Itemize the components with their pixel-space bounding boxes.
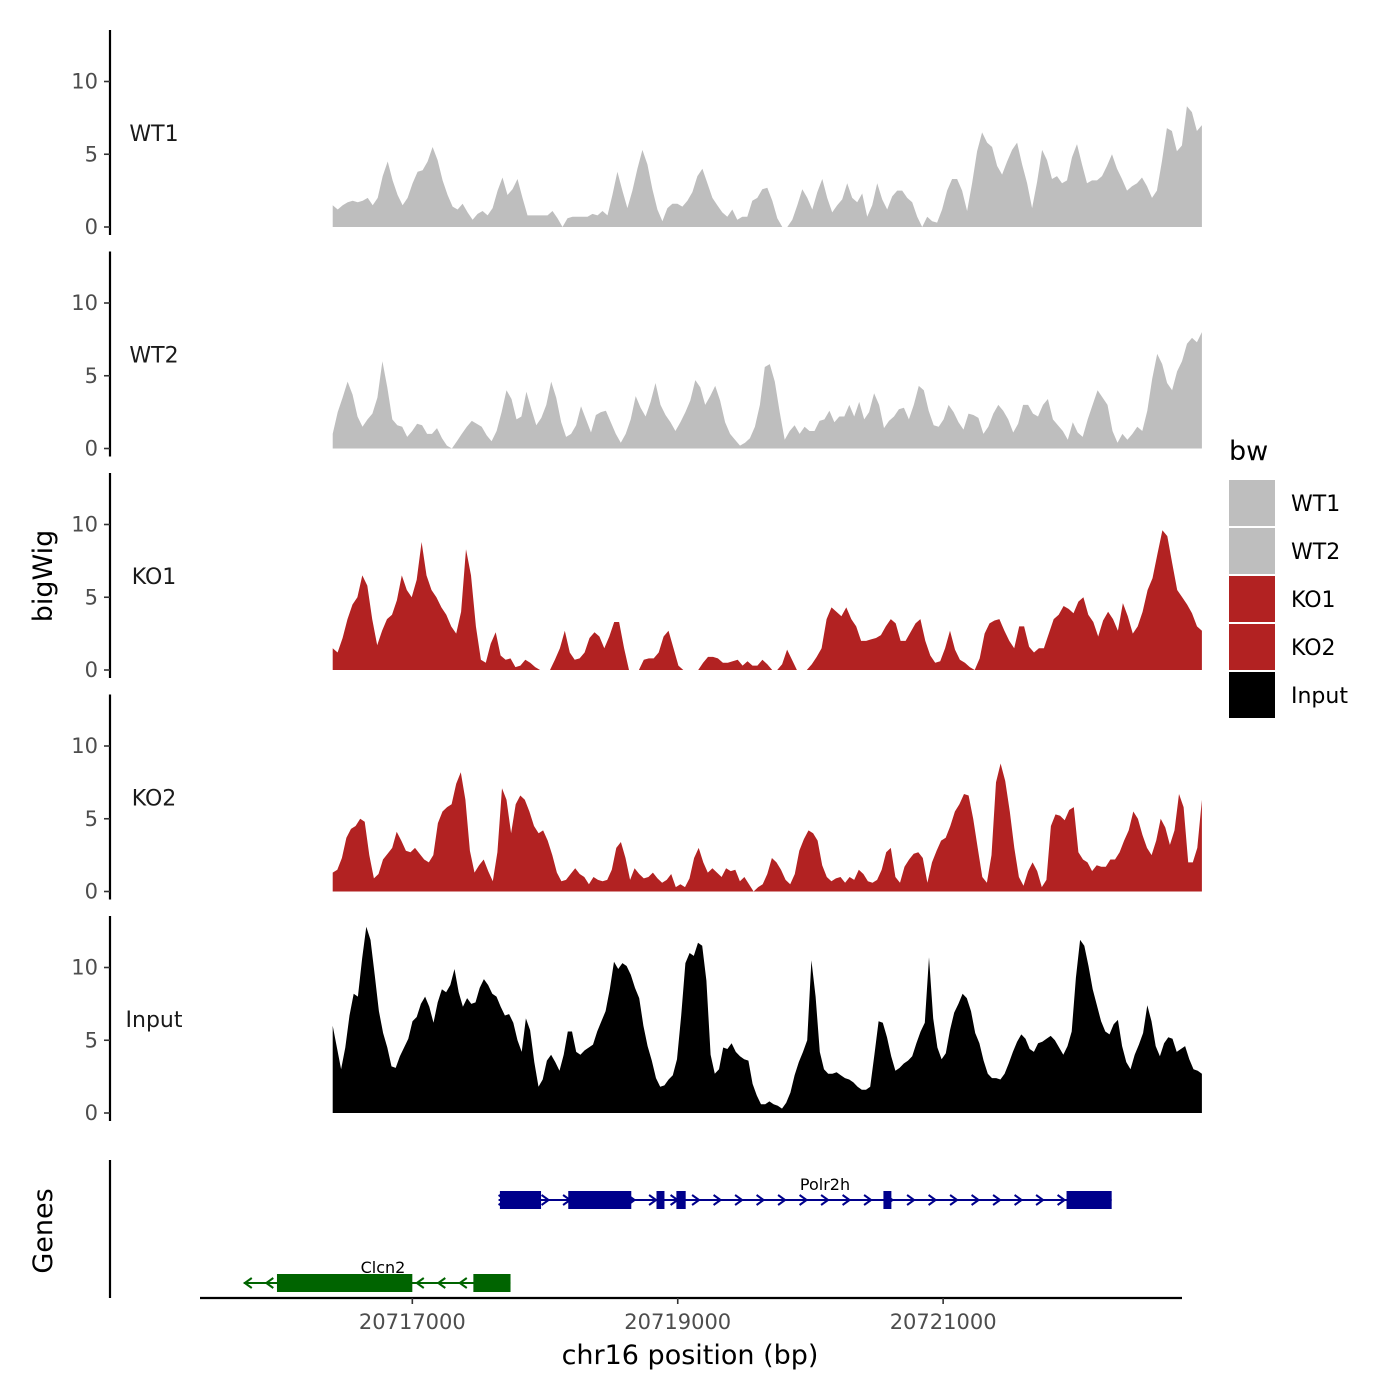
y-tick-label: 10 — [71, 956, 98, 980]
track-ko2: 0 5 10 KO2 — [71, 694, 1202, 904]
signal-tracks: 0 5 10 WT1 0 5 10 WT2 0 5 10 KO1 0 5 10 KO2 0 5 10 Input — [71, 30, 1202, 1125]
gene-exon — [883, 1191, 892, 1209]
strand-arrow — [540, 1194, 551, 1206]
track-label: WT2 — [129, 344, 178, 369]
track-input: 0 5 10 Input — [71, 916, 1202, 1125]
legend: bw WT1 WT2 KO1 KO2 Input — [1229, 436, 1348, 718]
y-tick-label: 5 — [85, 585, 98, 609]
track-label: WT1 — [129, 122, 178, 147]
strand-arrow — [264, 1277, 274, 1289]
strand-arrow — [1035, 1194, 1045, 1206]
x-tick-label: 20717000 — [359, 1310, 466, 1334]
gene-exon — [1066, 1191, 1112, 1209]
gene-panel: Polr2h Clcn2 — [108, 1160, 1112, 1298]
track-label: KO1 — [132, 565, 177, 590]
x-axis-title: chr16 position (bp) — [562, 1340, 819, 1371]
gene-exon — [499, 1191, 542, 1209]
area-ko2 — [332, 763, 1202, 892]
gene-clcn2: Clcn2 — [243, 1258, 511, 1292]
y-tick-label: 0 — [85, 658, 98, 682]
strand-arrow — [691, 1194, 701, 1206]
strand-arrow — [992, 1194, 1002, 1206]
legend-label: Input — [1291, 684, 1348, 709]
y-axis-title: bigWig — [28, 530, 59, 623]
x-axis: 20717000 20719000 20721000 — [200, 1296, 1182, 1334]
strand-arrow — [906, 1194, 916, 1206]
strand-arrow — [949, 1194, 959, 1206]
area-input — [332, 926, 1202, 1113]
strand-arrow — [712, 1194, 723, 1206]
y-tick-label: 0 — [85, 1101, 98, 1125]
strand-arrow — [755, 1194, 766, 1206]
track-label: Input — [126, 1008, 183, 1033]
strand-arrow — [648, 1194, 658, 1206]
strand-arrow — [1056, 1194, 1067, 1206]
legend-title: bw — [1229, 436, 1268, 467]
strand-arrow — [458, 1277, 468, 1289]
genes-axis-title: Genes — [28, 1188, 59, 1273]
legend-key-wt2 — [1229, 528, 1275, 574]
y-tick-label: 10 — [71, 70, 98, 94]
area-wt2 — [332, 332, 1202, 449]
strand-arrow — [927, 1194, 938, 1206]
gene-exon — [276, 1274, 413, 1292]
y-tick-label: 10 — [71, 513, 98, 537]
strand-arrow — [798, 1194, 809, 1206]
track-ko1: 0 5 10 KO1 — [71, 473, 1202, 682]
track-wt1: 0 5 10 WT1 — [71, 30, 1202, 239]
legend-label: KO1 — [1291, 588, 1336, 613]
x-tick-label: 20719000 — [624, 1310, 731, 1334]
strand-arrow — [863, 1194, 873, 1206]
legend-key-input — [1229, 672, 1275, 718]
gene-exon — [568, 1191, 632, 1209]
legend-key-ko2 — [1229, 624, 1275, 670]
gene-polr2h: Polr2h — [497, 1175, 1112, 1209]
strand-arrow — [436, 1277, 446, 1289]
gene-label: Polr2h — [800, 1175, 850, 1194]
legend-label: KO2 — [1291, 636, 1336, 661]
area-wt1 — [332, 106, 1202, 227]
strand-arrow — [820, 1194, 830, 1206]
strand-arrow — [777, 1194, 787, 1206]
track-label: KO2 — [132, 787, 177, 812]
gene-exon — [473, 1274, 511, 1292]
strand-arrow — [415, 1277, 425, 1289]
strand-arrow — [1013, 1194, 1024, 1206]
y-tick-label: 0 — [85, 215, 98, 239]
gene-exon — [676, 1191, 686, 1209]
strand-arrow — [243, 1277, 253, 1289]
legend-key-wt1 — [1229, 480, 1275, 526]
track-wt2: 0 5 10 WT2 — [71, 251, 1202, 461]
gene-label: Clcn2 — [361, 1258, 406, 1277]
y-tick-label: 5 — [85, 807, 98, 831]
strand-arrow — [734, 1194, 744, 1206]
legend-key-ko1 — [1229, 576, 1275, 622]
x-tick-label: 20721000 — [890, 1310, 997, 1334]
strand-arrow — [970, 1194, 981, 1206]
y-tick-label: 5 — [85, 142, 98, 166]
y-tick-label: 0 — [85, 880, 98, 904]
legend-label: WT1 — [1291, 492, 1340, 517]
strand-arrow — [841, 1194, 852, 1206]
gene-exon — [656, 1191, 665, 1209]
y-tick-label: 5 — [85, 1028, 98, 1052]
legend-label: WT2 — [1291, 540, 1340, 565]
y-tick-label: 10 — [71, 291, 98, 315]
area-ko1 — [332, 530, 1202, 670]
y-tick-label: 10 — [71, 734, 98, 758]
y-tick-label: 0 — [85, 437, 98, 461]
y-tick-label: 5 — [85, 364, 98, 388]
